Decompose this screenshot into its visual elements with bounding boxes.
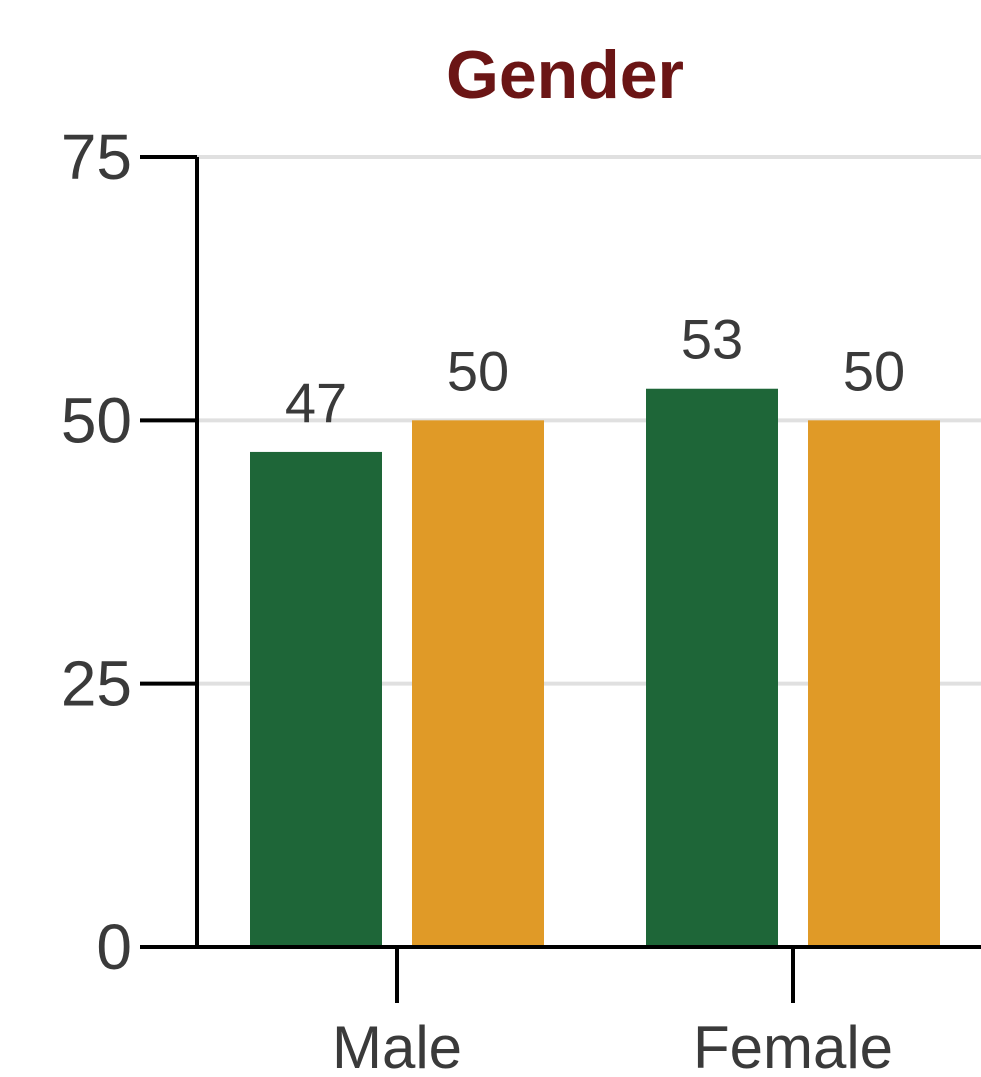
bar-female-series-1 — [646, 388, 778, 947]
data-label: 47 — [285, 371, 347, 434]
chart-title: Gender — [446, 37, 684, 113]
y-tick-label: 50 — [61, 384, 132, 456]
y-tick-label: 0 — [96, 911, 132, 983]
bar-male-series-2 — [412, 420, 544, 947]
y-axis-ticks: 0 25 50 75 — [61, 121, 197, 983]
data-label: 53 — [681, 308, 743, 371]
x-tick-label: Female — [693, 1014, 893, 1077]
x-axis-ticks: Male Female — [332, 947, 893, 1077]
bar-female-series-2 — [808, 420, 940, 947]
axes — [140, 157, 981, 949]
bars — [250, 388, 940, 947]
bar-male-series-1 — [250, 451, 382, 947]
data-labels: 47 50 53 50 — [285, 308, 905, 434]
y-tick-label: 75 — [61, 121, 132, 193]
y-tick-label: 25 — [61, 648, 132, 720]
data-label: 50 — [843, 339, 905, 402]
data-label: 50 — [447, 339, 509, 402]
x-tick-label: Male — [332, 1014, 462, 1077]
